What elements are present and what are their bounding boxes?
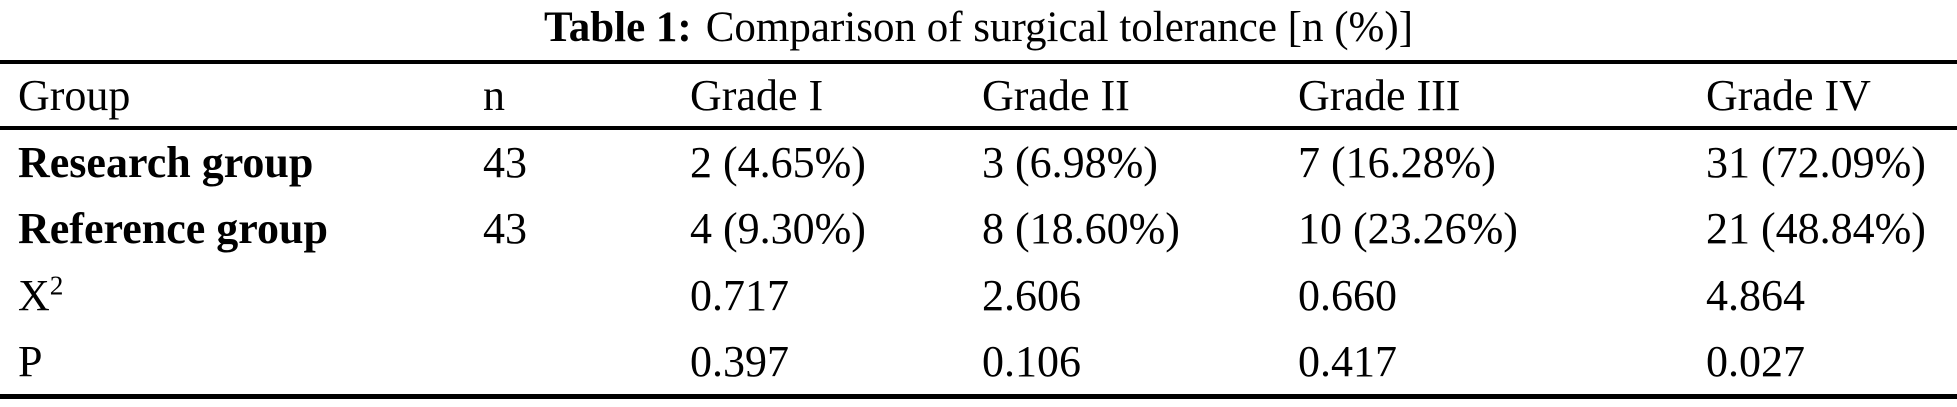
cell-research-grade-2: 3 (6.98%) xyxy=(982,138,1158,187)
cell-chi-square-grade-2: 2.606 xyxy=(982,271,1081,320)
header-row: Group n Grade I Grade II Grade III Grade… xyxy=(0,62,1957,128)
chi-square-base: X xyxy=(18,271,50,320)
cell-reference-grade-4: 21 (48.84%) xyxy=(1706,204,1926,253)
table-row-reference-group: Reference group 43 4 (9.30%) 8 (18.60%) … xyxy=(0,195,1957,262)
row-label-reference-group: Reference group xyxy=(18,204,328,253)
cell-research-n: 43 xyxy=(483,138,527,187)
cell-reference-grade-3: 10 (23.26%) xyxy=(1298,204,1518,253)
table-caption-text: Comparison of surgical tolerance [n (%)] xyxy=(705,4,1414,51)
table-caption-number: Table 1: xyxy=(543,4,692,51)
cell-p-value-grade-1: 0.397 xyxy=(690,336,789,386)
column-header-group: Group xyxy=(18,70,131,120)
cell-research-grade-3: 7 (16.28%) xyxy=(1298,138,1496,187)
cell-p-value-n xyxy=(483,329,690,396)
cell-research-grade-4: 31 (72.09%) xyxy=(1706,138,1926,187)
column-header-grade-3: Grade III xyxy=(1298,70,1461,120)
table-caption: Table 1: Comparison of surgical tolerance… xyxy=(0,0,1957,60)
column-header-grade-1: Grade I xyxy=(690,70,824,120)
cell-chi-square-grade-3: 0.660 xyxy=(1298,271,1397,320)
cell-reference-grade-1: 4 (9.30%) xyxy=(690,204,866,253)
column-header-grade-4: Grade IV xyxy=(1706,70,1871,120)
cell-chi-square-n xyxy=(483,262,690,329)
cell-p-value-grade-4: 0.027 xyxy=(1706,336,1805,386)
cell-p-value-grade-3: 0.417 xyxy=(1298,336,1397,386)
table-row-chi-square: X2 0.717 2.606 0.660 4.864 xyxy=(0,262,1957,329)
cell-reference-grade-2: 8 (18.60%) xyxy=(982,204,1180,253)
surgical-tolerance-table: Group n Grade I Grade II Grade III Grade… xyxy=(0,60,1957,399)
column-header-grade-2: Grade II xyxy=(982,70,1130,120)
column-header-n: n xyxy=(483,70,505,120)
row-label-research-group: Research group xyxy=(18,138,314,187)
cell-reference-n: 43 xyxy=(483,204,527,253)
chi-square-exponent: 2 xyxy=(49,270,64,301)
row-label-chi-square: X2 xyxy=(0,262,483,329)
cell-p-value-grade-2: 0.106 xyxy=(982,336,1081,386)
cell-chi-square-grade-4: 4.864 xyxy=(1706,271,1805,320)
table-row-p-value: P 0.397 0.106 0.417 0.027 xyxy=(0,329,1957,396)
cell-research-grade-1: 2 (4.65%) xyxy=(690,138,866,187)
row-label-p-value: P xyxy=(18,336,43,386)
table-row-research-group: Research group 43 2 (4.65%) 3 (6.98%) 7 … xyxy=(0,128,1957,195)
cell-chi-square-grade-1: 0.717 xyxy=(690,271,789,320)
